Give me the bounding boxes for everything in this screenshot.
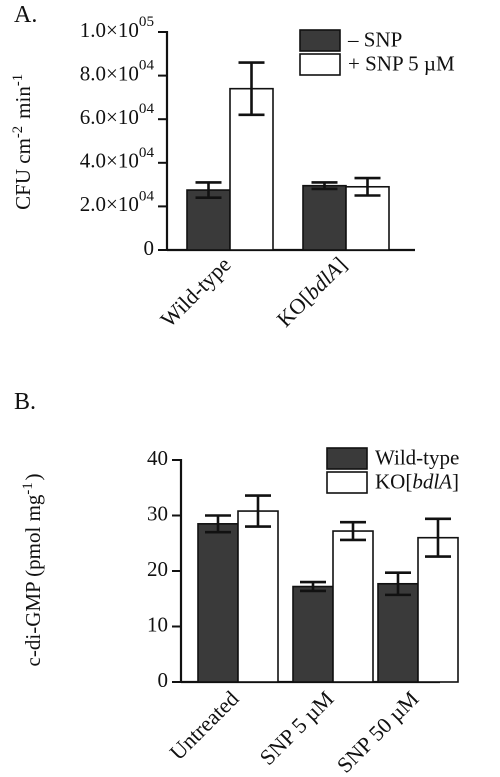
y-axis-label: CFU cm-2 min-1 <box>10 72 35 210</box>
panel-label: A. <box>14 2 37 28</box>
error-bar <box>245 494 271 528</box>
error-bar <box>354 176 381 197</box>
x-tick-label: Untreated <box>165 686 244 765</box>
legend-swatch <box>326 471 368 494</box>
legend-swatch <box>326 447 368 470</box>
bar-dark-0 <box>186 189 231 251</box>
y-tick-label: 8.0×1004 <box>80 58 155 85</box>
chart-panel-a: A. 0 2.0×1004 4.0×1004 6.0×1004 8.0×1004 1.0×1… <box>10 2 455 332</box>
error-bar <box>340 520 366 542</box>
error-bar <box>238 61 265 117</box>
bar-dark-2 <box>377 582 419 683</box>
error-bar <box>311 181 338 191</box>
bar-dark-1 <box>302 184 347 251</box>
legend-label: – SNP <box>347 27 402 51</box>
y-tick-label: 0 <box>144 236 155 260</box>
y-tick-label: 40 <box>147 446 168 470</box>
x-tick-label: SNP 5 µM <box>255 686 339 770</box>
bar-white-1 <box>345 185 390 251</box>
x-tick-label: Wild-type <box>155 252 235 332</box>
bar-dark-0 <box>197 523 239 683</box>
error-bar <box>195 181 222 199</box>
error-bar <box>425 517 451 558</box>
bar-dark-1 <box>292 585 334 683</box>
bar-white-1 <box>332 530 374 683</box>
error-bar <box>205 514 231 534</box>
x-tick-label: SNP 50 µM <box>332 686 424 777</box>
y-tick-label: 4.0×1004 <box>80 145 155 172</box>
x-tick-label: KO[bdlA] <box>272 252 352 332</box>
y-tick-label: 6.0×1004 <box>80 102 155 129</box>
chart-panel-b: B. 0 10 20 30 40 c-di-GMP (pmol mg-1 ) Untreate… <box>14 389 459 777</box>
legend-label: Wild-type <box>375 445 459 469</box>
bar-white-2 <box>417 536 459 683</box>
legend-label: KO[bdlA] <box>375 469 459 493</box>
legend-swatch <box>299 53 341 76</box>
error-bar <box>385 571 411 597</box>
y-tick-label: 1.0×1005 <box>80 14 154 41</box>
bar-white-0 <box>237 510 279 683</box>
y-tick-label: 2.0×1004 <box>80 189 155 216</box>
error-bar <box>300 580 326 593</box>
y-tick-label: 0 <box>158 668 169 692</box>
y-tick-label: 30 <box>147 501 168 525</box>
y-tick-label: 20 <box>147 557 168 581</box>
legend-swatch <box>299 29 341 52</box>
legend-label: + SNP 5 µM <box>348 51 455 75</box>
panel-label: B. <box>14 389 36 415</box>
y-axis-label: c-di-GMP (pmol mg-1 ) <box>20 474 45 667</box>
y-tick-label: 10 <box>147 612 168 636</box>
